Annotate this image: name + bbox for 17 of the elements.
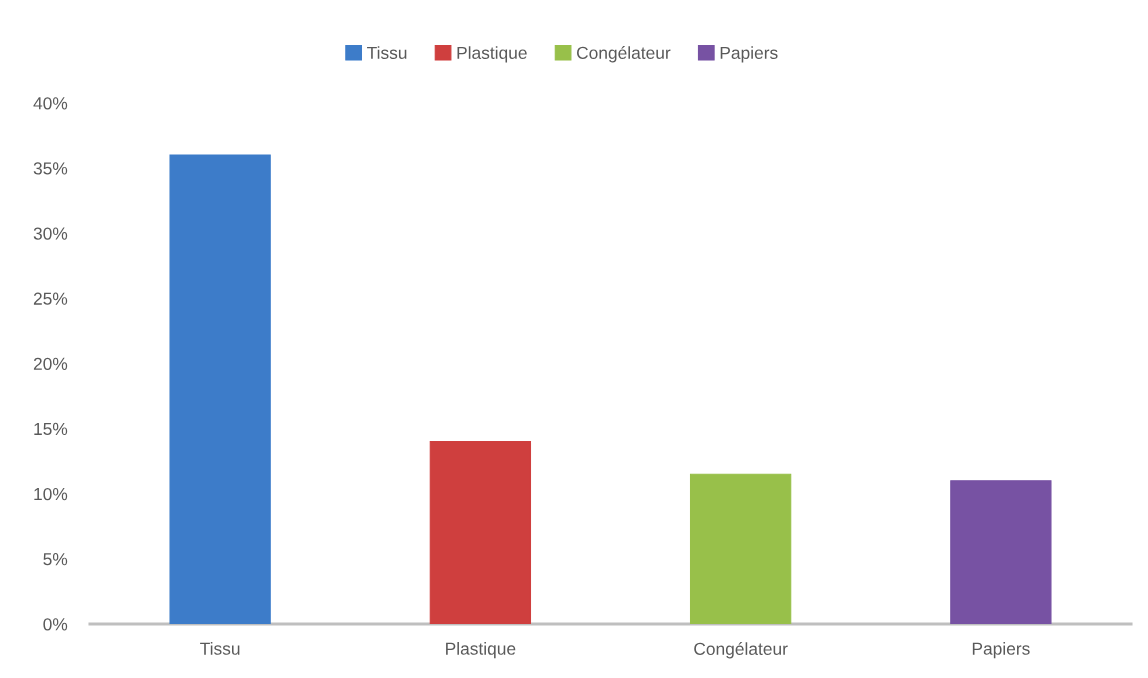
y-tick-label: 30% [33,227,68,240]
legend-label: Tissu [367,46,407,59]
legend-label: Congélateur [577,46,671,63]
y-tick-label: 10% [34,487,68,501]
x-tick-label: Plastique [446,642,516,659]
x-tick-label: Tissu [200,642,240,655]
legend-label: Papiers [720,46,778,63]
y-tick-label: 35% [33,162,68,175]
x-tick-label: Papiers [972,642,1030,659]
y-tick-label: 0% [43,618,68,631]
y-tick-label: 20% [33,357,68,370]
y-tick-label: 25% [33,292,68,305]
y-tick-label: 5% [43,553,68,566]
y-tick-label: 15% [34,422,68,436]
y-tick-label: 40% [33,97,68,110]
x-tick-label: Congélateur [694,642,788,659]
legend-label: Plastique [457,46,527,63]
